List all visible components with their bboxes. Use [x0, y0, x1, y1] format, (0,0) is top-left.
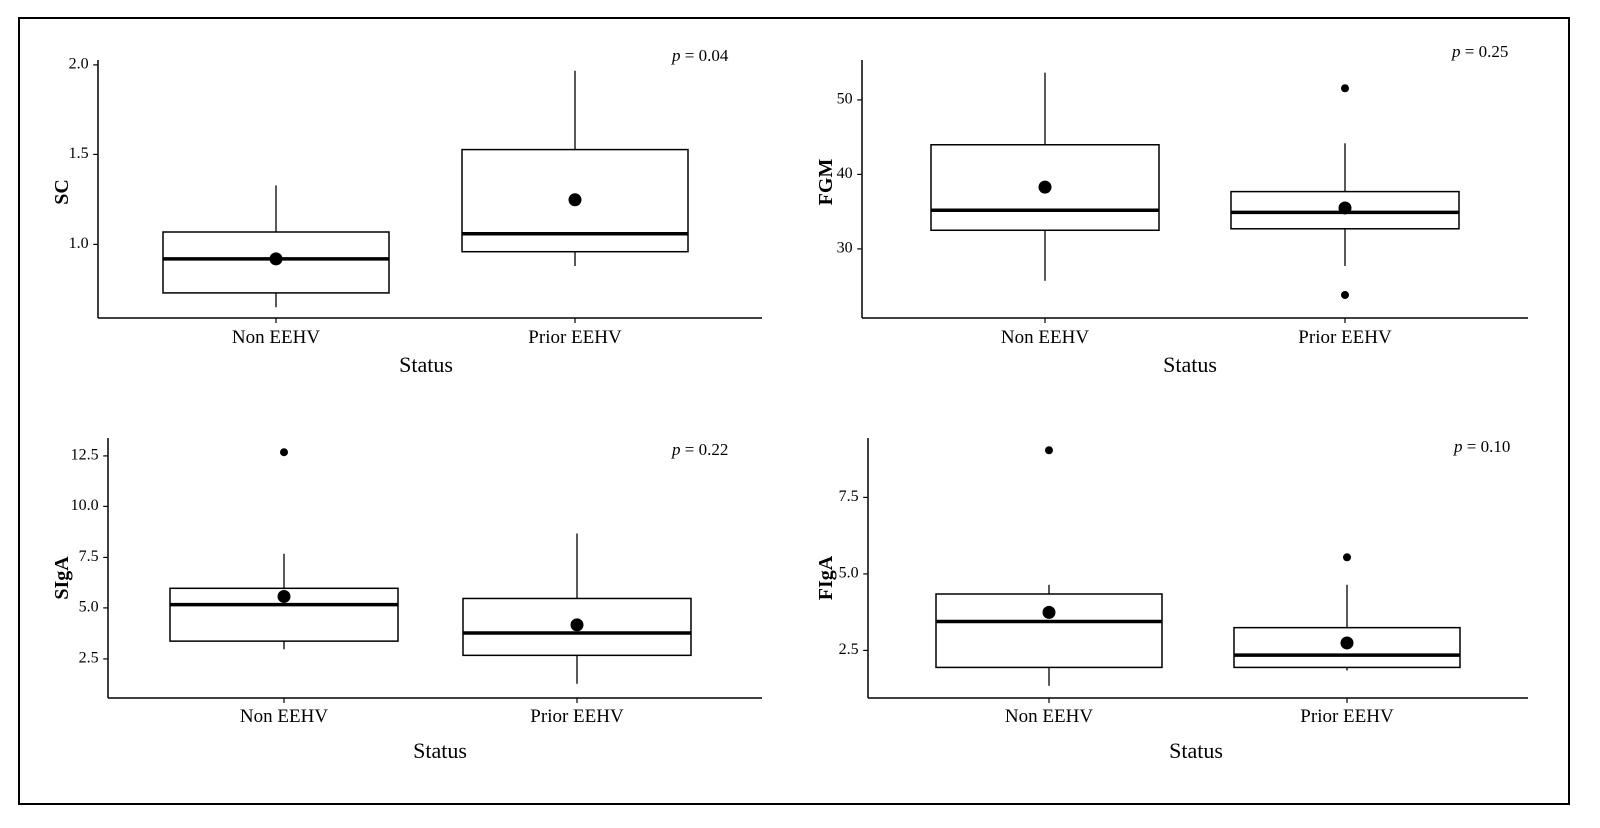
- p-value-annotation: p = 0.04: [671, 46, 729, 65]
- y-tick-label: 12.5 -: [71, 446, 108, 463]
- y-tick-label: 40 -: [837, 165, 862, 182]
- mean-point: [1340, 636, 1354, 650]
- mean-point: [269, 252, 283, 266]
- x-category-label: Non EEHV: [1001, 327, 1089, 348]
- p-value-annotation: p = 0.10: [1453, 437, 1510, 456]
- outlier-point: [1341, 84, 1349, 93]
- boxplot-non-eehv: [162, 185, 390, 308]
- mean-point: [1338, 201, 1352, 215]
- y-tick-label: 5.0 -: [79, 599, 108, 616]
- y-tick-label: 7.5 -: [79, 548, 108, 565]
- p-value-annotation: p = 0.25: [1451, 42, 1508, 61]
- panel-siga: SIgA Status p = 0.22 2.5 - 5.0 - 7.5 - 10.0…: [51, 438, 762, 763]
- mean-point: [1042, 605, 1056, 619]
- mean-point: [568, 193, 582, 207]
- figure-frame: [18, 17, 1570, 805]
- y-tick-label: 10.0 -: [71, 497, 108, 514]
- boxplot-non-eehv: [935, 446, 1163, 686]
- y-tick-label: 2.0 -: [69, 56, 98, 73]
- boxplot-non-eehv: [169, 448, 399, 650]
- y-tick-label: 7.5 -: [839, 488, 868, 505]
- y-tick-label: 1.5 -: [69, 145, 98, 162]
- boxplot-prior-eehv: [462, 533, 692, 684]
- y-tick-label: 1.0 -: [69, 235, 98, 252]
- outlier-point: [1343, 553, 1351, 562]
- y-tick-label: 2.5 -: [79, 649, 108, 666]
- x-category-label: Prior EEHV: [1298, 327, 1392, 348]
- x-category-label: Non EEHV: [1005, 706, 1093, 727]
- boxplot-prior-eehv: [1230, 84, 1460, 299]
- x-category-label: Non EEHV: [232, 327, 320, 348]
- x-axis-title: Status: [1169, 738, 1223, 763]
- boxplot-prior-eehv: [1233, 553, 1461, 671]
- panel-fgm: FGM Status p = 0.25 30 - 40 - 50 - Non EEHV…: [815, 42, 1528, 377]
- mean-point: [1038, 180, 1052, 194]
- y-axis-title: FIgA: [815, 555, 837, 600]
- y-tick-label: 30 -: [837, 239, 862, 256]
- x-axis-title: Status: [399, 352, 453, 377]
- x-axis-title: Status: [1163, 352, 1217, 377]
- y-tick-label: 2.5 -: [839, 641, 868, 658]
- mean-point: [570, 618, 584, 632]
- y-axis-title: SC: [51, 179, 73, 205]
- x-category-label: Prior EEHV: [528, 327, 622, 348]
- outlier-point: [280, 448, 288, 457]
- y-axis-title: FGM: [815, 159, 837, 206]
- mean-point: [277, 589, 291, 603]
- panel-sc: SC Status p = 0.04 1.0 - 1.5 - 2.0 - Non EE…: [51, 46, 762, 377]
- boxplot-prior-eehv: [461, 70, 689, 267]
- p-value-annotation: p = 0.22: [671, 440, 728, 459]
- x-axis-title: Status: [413, 738, 467, 763]
- outlier-point: [1341, 290, 1349, 299]
- y-tick-label: 50 -: [837, 91, 862, 108]
- x-category-label: Prior EEHV: [1300, 706, 1394, 727]
- x-category-label: Prior EEHV: [530, 706, 624, 727]
- y-axis-title: SIgA: [51, 556, 73, 600]
- x-category-label: Non EEHV: [240, 706, 328, 727]
- y-tick-label: 5.0 -: [839, 565, 868, 582]
- panel-figa: FIgA Status p = 0.10 2.5 - 5.0 - 7.5 - Non …: [815, 437, 1528, 763]
- outlier-point: [1045, 446, 1053, 455]
- boxplot-non-eehv: [930, 72, 1160, 281]
- iqr-box: [935, 593, 1163, 669]
